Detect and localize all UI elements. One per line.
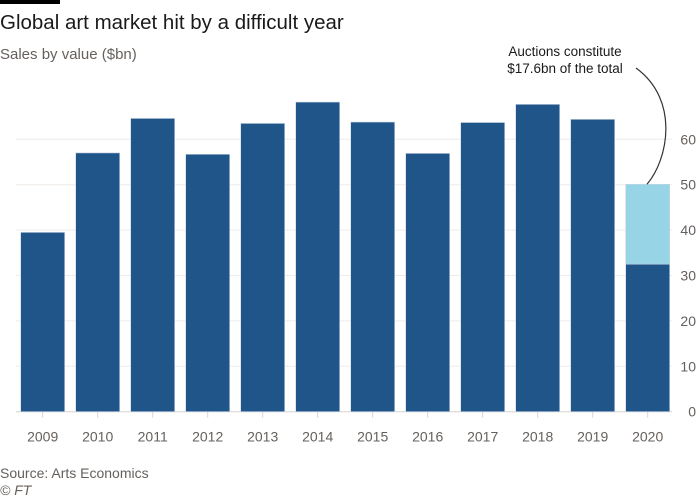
copyright: © FT — [0, 482, 32, 498]
x-tick-label: 2017 — [467, 429, 498, 445]
y-tick-label: 40 — [680, 222, 696, 238]
bar-2019 — [570, 119, 616, 413]
x-tick-label: 2015 — [357, 429, 388, 445]
bar-2018 — [515, 104, 561, 413]
y-tick-label: 30 — [680, 268, 696, 284]
x-tick-label: 2013 — [247, 429, 278, 445]
x-tick-label: 2009 — [27, 429, 58, 445]
bar-2017 — [460, 122, 506, 412]
bar-2020 — [625, 263, 671, 412]
bar-2020-auctions — [625, 183, 671, 265]
annotation-text: $17.6bn of the total — [507, 61, 623, 76]
y-tick-label: 50 — [680, 177, 696, 193]
bar-2010 — [75, 152, 120, 412]
x-tick-label: 2019 — [577, 429, 608, 445]
bar-2013 — [240, 123, 285, 413]
bar-2012 — [185, 153, 230, 412]
chart-subtitle: Sales by value ($bn) — [0, 46, 137, 63]
x-tick-label: 2020 — [632, 429, 663, 445]
ft-brand-bar — [0, 0, 60, 4]
x-tick-label: 2012 — [192, 429, 223, 445]
x-tick-label: 2011 — [138, 429, 168, 445]
bar-2014 — [295, 101, 341, 412]
y-tick-label: 20 — [680, 313, 696, 329]
bar-2009 — [20, 232, 66, 412]
x-tick-label: 2016 — [412, 429, 443, 445]
annotation-text: Auctions constitute — [508, 44, 621, 59]
x-tick-label: 2014 — [302, 429, 333, 445]
y-tick-label: 60 — [680, 131, 696, 147]
bar-2011 — [130, 118, 175, 412]
y-tick-label: 0 — [688, 404, 696, 420]
bar-2016 — [405, 153, 451, 412]
chart-title: Global art market hit by a difficult yea… — [0, 11, 344, 34]
x-tick-label: 2010 — [82, 429, 113, 445]
bar-2015 — [350, 121, 396, 413]
annotation-connector — [635, 67, 667, 185]
y-tick-label: 10 — [680, 358, 696, 374]
source-note: Source: Arts Economics — [0, 465, 149, 481]
x-tick-label: 2018 — [522, 429, 553, 445]
